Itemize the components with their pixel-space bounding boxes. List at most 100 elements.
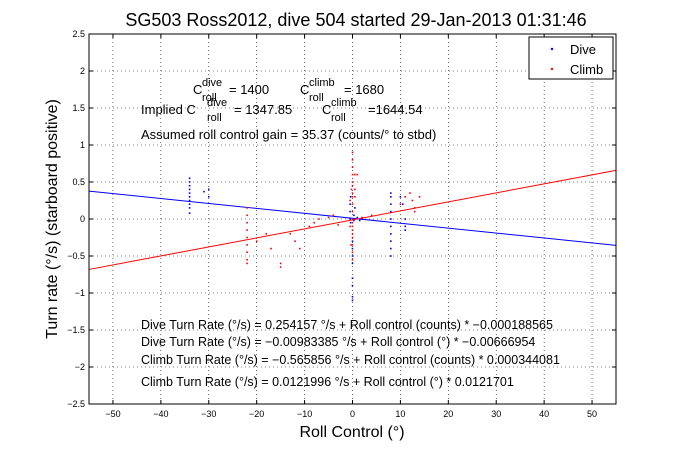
climb-point	[413, 210, 416, 213]
x-tick-label: 20	[443, 409, 453, 419]
chart-title: SG503 Ross2012, dive 504 started 29-Jan-…	[125, 10, 586, 30]
climb-point	[351, 173, 354, 176]
dive-point	[351, 247, 354, 250]
fit-equation-4: Climb Turn Rate (°/s) = 0.0121996 °/s + …	[141, 375, 514, 389]
dive-point	[349, 210, 351, 213]
climb-point	[318, 218, 320, 220]
dive-point	[188, 212, 191, 214]
dive-point	[351, 240, 354, 242]
climb-fit-line	[88, 169, 617, 270]
dive-point	[390, 255, 392, 257]
climb-point	[246, 251, 248, 254]
dive-point	[188, 184, 191, 187]
x-axis-label: Roll Control (°)	[299, 424, 404, 441]
climb-point	[351, 184, 354, 187]
climb-point	[246, 221, 248, 224]
climb-point	[351, 159, 354, 161]
y-tick-label: 0.5	[72, 177, 85, 187]
dive-point	[351, 299, 354, 302]
dive-point	[402, 203, 404, 205]
dive-point	[349, 196, 352, 198]
x-tick-label: 0	[350, 409, 355, 419]
dive-point	[390, 192, 392, 194]
c-dive-sub: roll	[202, 92, 217, 104]
climb-point	[370, 214, 373, 217]
y-tick-label: 2	[80, 66, 85, 76]
implied-prefix: Implied C	[141, 102, 196, 117]
y-tick-label: 0	[80, 214, 85, 224]
climb-point	[351, 225, 354, 228]
legend-box	[528, 36, 614, 80]
climb-point	[270, 247, 272, 250]
dive-point	[361, 218, 363, 220]
climb-point	[246, 229, 248, 231]
climb-point	[351, 218, 354, 220]
climb-point	[351, 196, 354, 198]
dive-point	[390, 240, 392, 242]
climb-point	[289, 233, 292, 235]
climb-point	[246, 262, 248, 265]
climb-point	[413, 207, 416, 209]
climb-point	[265, 233, 268, 235]
implied-climb-sub: roll	[331, 112, 346, 124]
dive-point	[390, 196, 392, 198]
y-tick-label: −2	[75, 362, 85, 372]
climb-point	[351, 251, 354, 254]
dive-point	[349, 218, 351, 220]
climb-point	[350, 188, 353, 191]
x-tick-label: 40	[539, 409, 549, 419]
implied-dive-sup: dive	[207, 97, 227, 109]
climb-point	[337, 224, 339, 226]
dive-point	[207, 196, 210, 198]
c-dive-sup: dive	[202, 77, 222, 89]
fit-equation-3: Climb Turn Rate (°/s) = −0.565856 °/s + …	[141, 353, 560, 367]
dive-point	[188, 196, 191, 198]
climb-point	[349, 225, 351, 228]
data-points	[188, 151, 421, 302]
y-tick-label: −1.5	[67, 325, 85, 335]
implied-climb-sup: climb	[331, 97, 357, 109]
climb-point	[279, 262, 282, 265]
climb-point	[351, 166, 354, 168]
climb-point	[327, 216, 330, 219]
dive-point	[351, 262, 354, 265]
dive-point	[188, 207, 191, 209]
dive-point	[390, 218, 392, 220]
x-tick-label: −50	[105, 409, 120, 419]
legend: Dive Climb	[528, 36, 614, 80]
dive-point	[349, 203, 351, 205]
y-tick-label: −1	[75, 288, 85, 298]
dive-point	[390, 210, 392, 213]
climb-point	[350, 244, 352, 246]
x-tick-label: −10	[297, 409, 312, 419]
climb-point	[404, 196, 406, 198]
dive-point	[203, 190, 205, 193]
x-tick-label: 50	[587, 409, 597, 419]
plot-frame	[88, 33, 617, 405]
dive-point	[188, 177, 191, 180]
climb-point	[299, 247, 301, 250]
climb-point	[351, 229, 354, 231]
climb-point	[351, 210, 354, 213]
dive-point	[404, 225, 406, 228]
x-tick-label: 30	[491, 409, 501, 419]
dive-point	[358, 219, 361, 222]
dive-point	[390, 247, 392, 250]
dive-point	[351, 255, 354, 257]
dive-point	[354, 207, 356, 209]
roll-coefficients: C dive roll = 1400 C climb roll = 1680 I…	[141, 77, 436, 142]
x-tick-label: −30	[201, 409, 216, 419]
y-tick-label: 1	[80, 140, 85, 150]
climb-point	[279, 266, 282, 268]
c-climb-value: = 1680	[344, 82, 384, 97]
legend-climb-marker	[550, 67, 554, 71]
climb-point	[255, 240, 258, 242]
dive-point	[207, 188, 210, 191]
climb-point	[351, 203, 354, 205]
x-axis-ticks: −50 −40 −30 −20 −10 0 10 20 30 40 50	[105, 34, 597, 419]
legend-dive-label: Dive	[570, 42, 596, 57]
x-tick-label: −20	[249, 409, 264, 419]
dive-point	[351, 295, 354, 298]
fit-equation-1: Dive Turn Rate (°/s) = 0.254157 °/s + Ro…	[141, 318, 553, 332]
